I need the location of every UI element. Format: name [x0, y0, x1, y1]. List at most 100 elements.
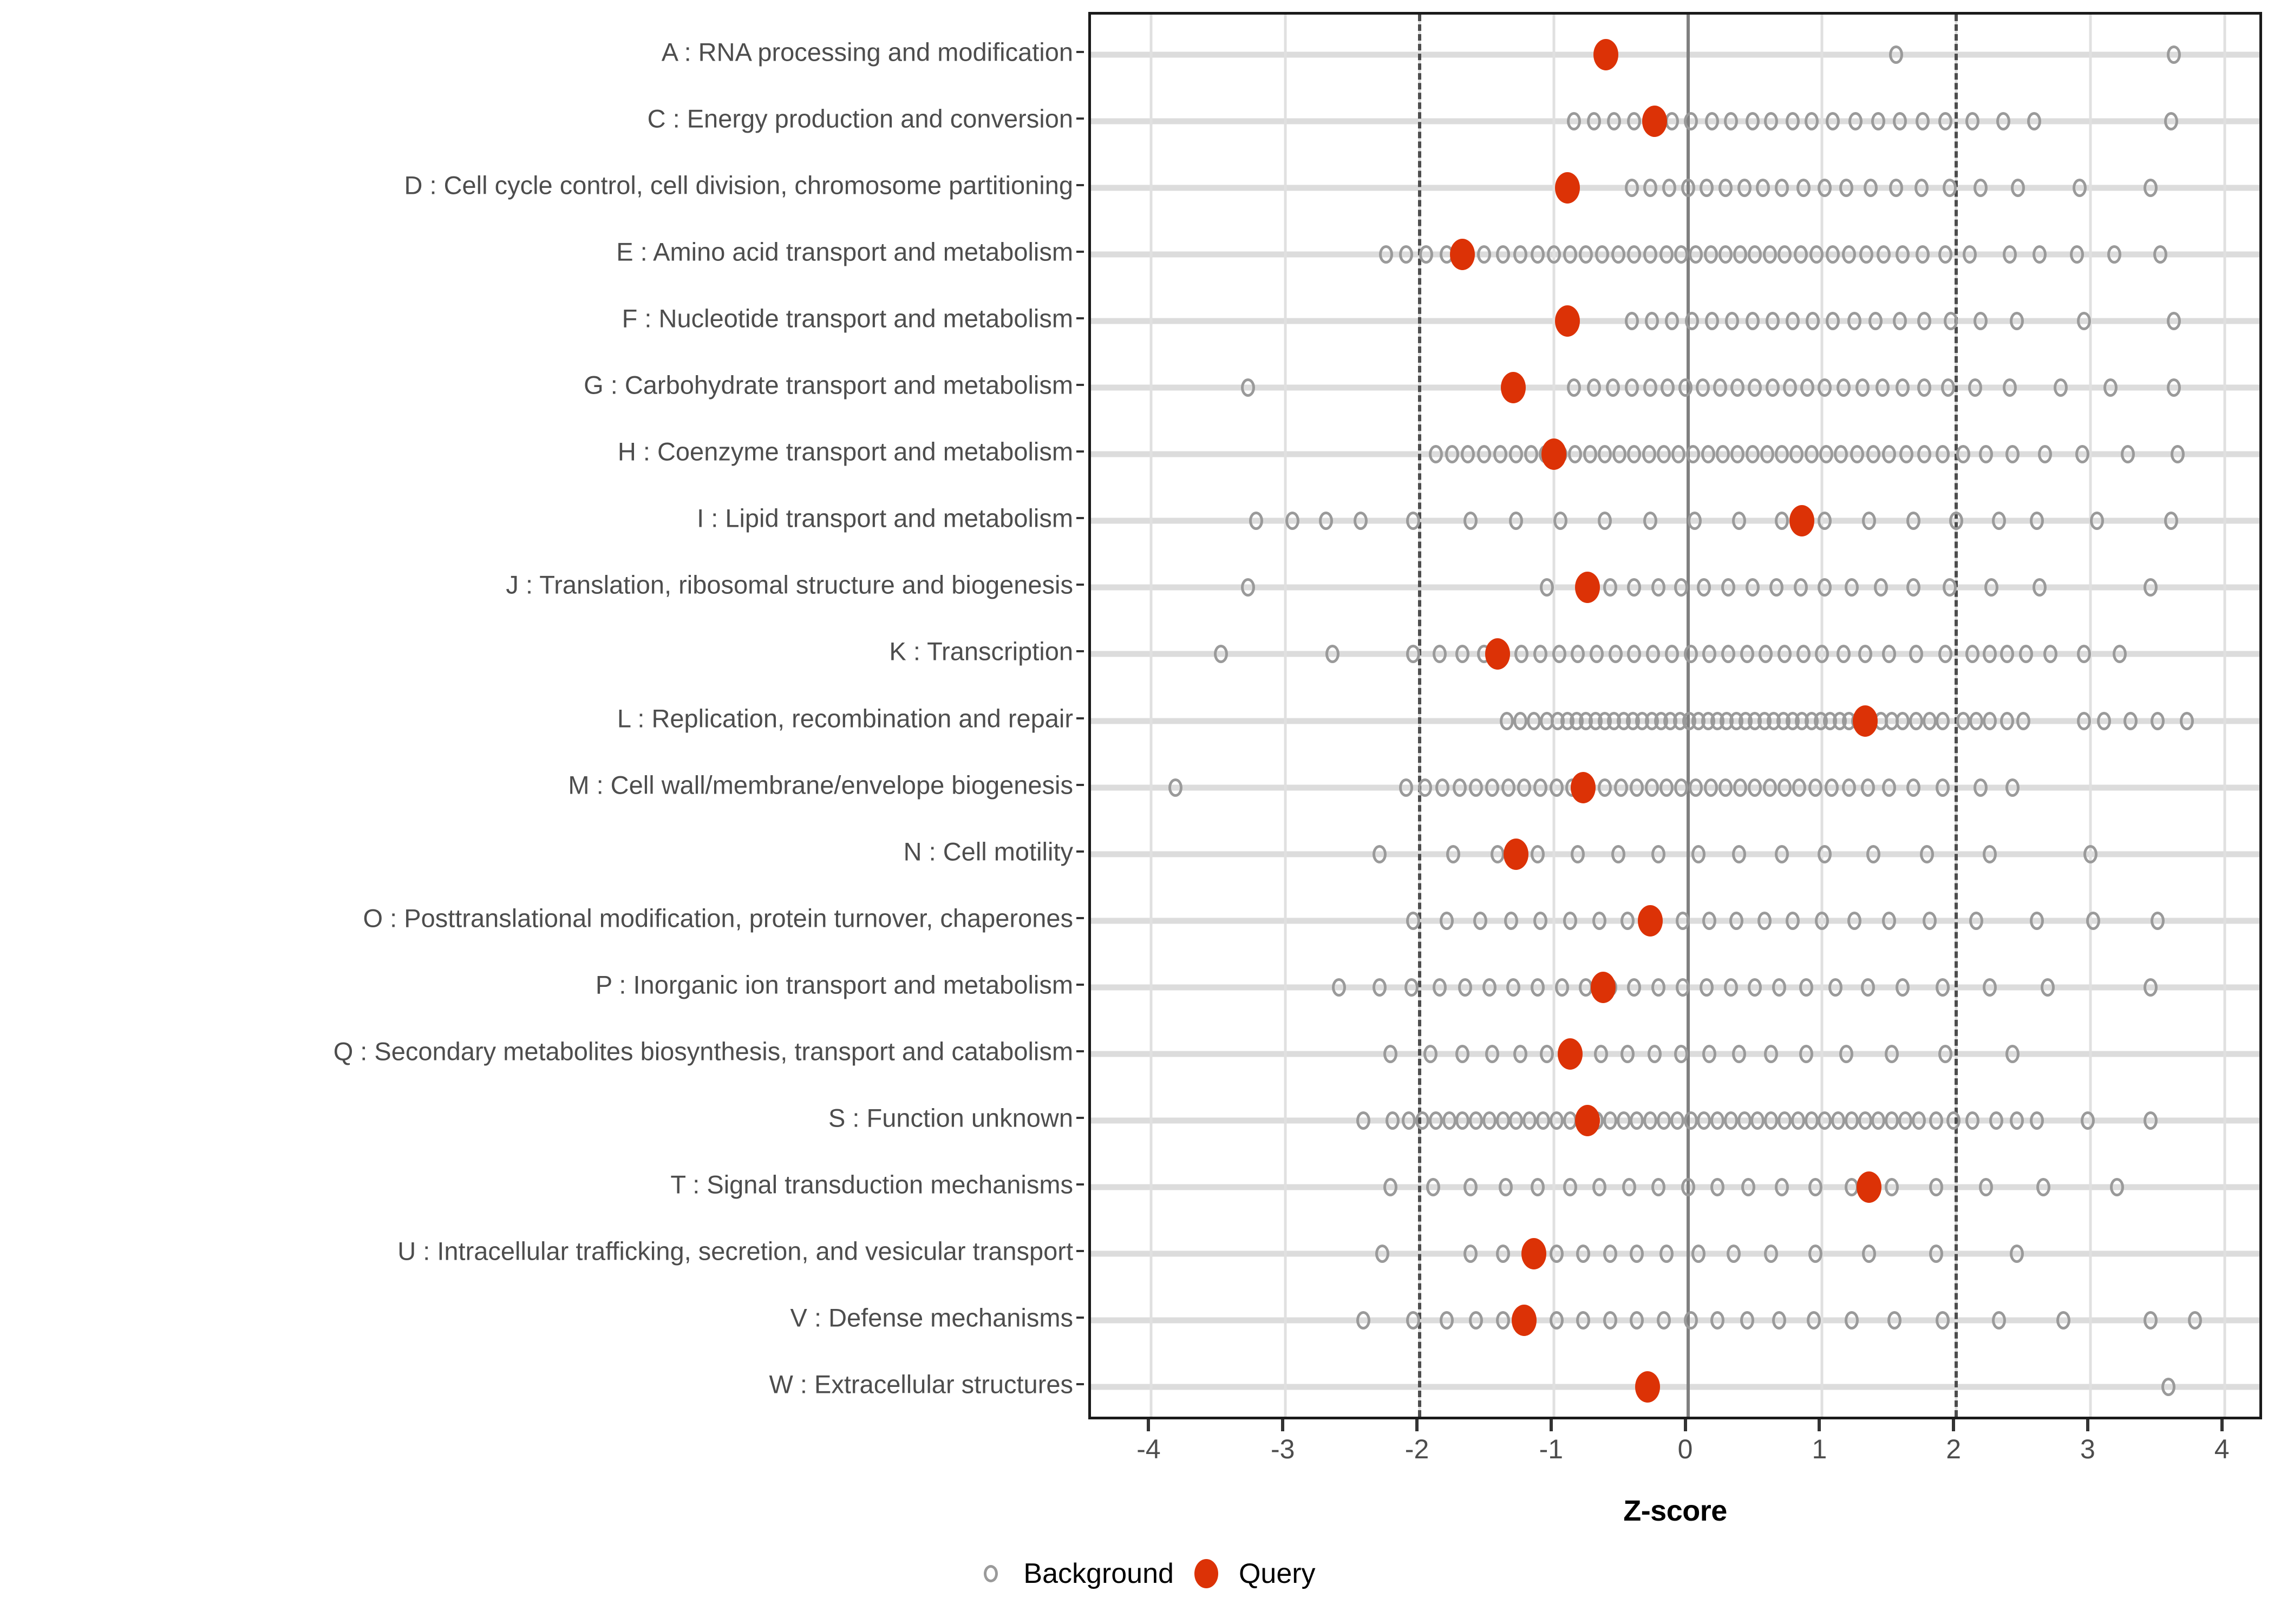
background-point [1592, 911, 1607, 930]
background-point [2121, 445, 2135, 464]
background-point [1922, 911, 1937, 930]
background-point [1844, 1311, 1859, 1330]
background-point [1683, 112, 1698, 131]
background-point [1723, 1111, 1738, 1130]
background-point [2096, 711, 2111, 730]
background-point [1785, 312, 1800, 331]
query-point [1574, 1104, 1600, 1136]
background-point [1587, 378, 1602, 397]
background-point [1818, 378, 1832, 397]
background-point [1882, 445, 1897, 464]
background-point [1793, 245, 1808, 264]
background-point [1533, 911, 1548, 930]
background-point [1563, 245, 1577, 264]
filled-circle-icon [1194, 1559, 1218, 1588]
background-point [1748, 978, 1762, 997]
background-point [1595, 245, 1609, 264]
background-point [1509, 1111, 1524, 1130]
y-axis-tick [1076, 1383, 1084, 1385]
background-point [1889, 179, 1903, 198]
y-axis-label: T : Signal transduction mechanisms [670, 1170, 1073, 1199]
background-point [1917, 312, 1931, 331]
background-point [1847, 911, 1861, 930]
background-point [1906, 778, 1920, 797]
open-circle-icon [984, 1565, 998, 1582]
background-point [1685, 312, 1700, 331]
background-point [1855, 378, 1870, 397]
background-point [1916, 112, 1930, 131]
horizontal-gridline [1091, 1184, 2259, 1190]
background-point [1808, 778, 1822, 797]
background-point [1882, 778, 1897, 797]
background-point [1745, 312, 1760, 331]
background-point [1731, 844, 1746, 863]
background-point [1775, 1177, 1789, 1196]
horizontal-gridline [1091, 851, 2259, 857]
background-point [2076, 711, 2091, 730]
background-point [1627, 112, 1642, 131]
background-point [1603, 578, 1617, 597]
y-axis-label: O : Posttranslational modification, prot… [363, 903, 1073, 933]
background-point [1730, 445, 1745, 464]
background-point [1611, 245, 1625, 264]
background-point [2000, 645, 2015, 664]
background-point [1531, 1177, 1545, 1196]
background-point [2123, 711, 2138, 730]
background-point [1482, 978, 1497, 997]
background-point [2056, 1311, 2071, 1330]
background-point [2032, 578, 2047, 597]
background-point [1756, 179, 1770, 198]
background-point [1956, 445, 1970, 464]
background-point [1819, 445, 1833, 464]
background-point [1721, 578, 1735, 597]
background-point [2144, 1111, 2158, 1130]
background-point [2166, 45, 2181, 64]
background-point [1603, 1244, 1617, 1263]
background-point [1643, 378, 1658, 397]
background-point [1214, 645, 1229, 664]
background-point [1473, 911, 1487, 930]
background-point [1800, 378, 1815, 397]
background-point [1674, 578, 1689, 597]
background-point [1608, 645, 1623, 664]
background-point [1683, 1111, 1698, 1130]
background-point [1549, 778, 1564, 797]
x-axis-tick-label: 1 [1812, 1434, 1827, 1464]
y-axis-tick [1076, 717, 1084, 719]
background-point [1476, 445, 1491, 464]
background-point [1568, 445, 1583, 464]
background-point [1603, 1111, 1617, 1130]
background-point [1808, 1244, 1822, 1263]
background-point [2144, 978, 2158, 997]
background-point [1796, 179, 1811, 198]
background-point [2144, 578, 2158, 597]
background-point [1495, 1311, 1510, 1330]
background-point [1683, 1311, 1698, 1330]
y-axis-tick [1076, 983, 1084, 986]
background-point [2043, 645, 2057, 664]
background-point [1860, 978, 1875, 997]
background-point [1799, 1044, 1813, 1063]
background-point [1458, 978, 1473, 997]
background-point [2016, 711, 2030, 730]
background-point [1710, 1111, 1725, 1130]
background-point [1775, 445, 1789, 464]
background-point [2090, 512, 2105, 531]
background-point [1656, 1111, 1671, 1130]
background-point [1740, 645, 1754, 664]
background-point [1549, 1111, 1564, 1130]
background-point [1992, 1311, 2007, 1330]
background-point [1818, 179, 1832, 198]
background-point [1445, 445, 1459, 464]
background-point [1741, 1177, 1756, 1196]
background-point [1500, 711, 1514, 730]
background-point [2164, 112, 2178, 131]
background-point [1723, 112, 1738, 131]
reference-line-dashed [1955, 15, 1958, 1417]
background-point [1240, 578, 1255, 597]
background-point [2029, 1111, 2044, 1130]
y-axis-label: D : Cell cycle control, cell division, c… [404, 171, 1073, 200]
background-point [2083, 844, 2097, 863]
background-point [1406, 1311, 1420, 1330]
background-point [1522, 1111, 1537, 1130]
